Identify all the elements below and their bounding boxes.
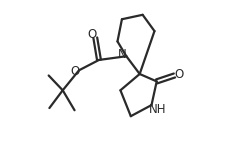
Text: N: N: [117, 48, 126, 61]
Text: O: O: [173, 67, 183, 81]
Text: NH: NH: [148, 103, 165, 116]
Text: O: O: [70, 65, 79, 78]
Text: O: O: [87, 28, 96, 41]
